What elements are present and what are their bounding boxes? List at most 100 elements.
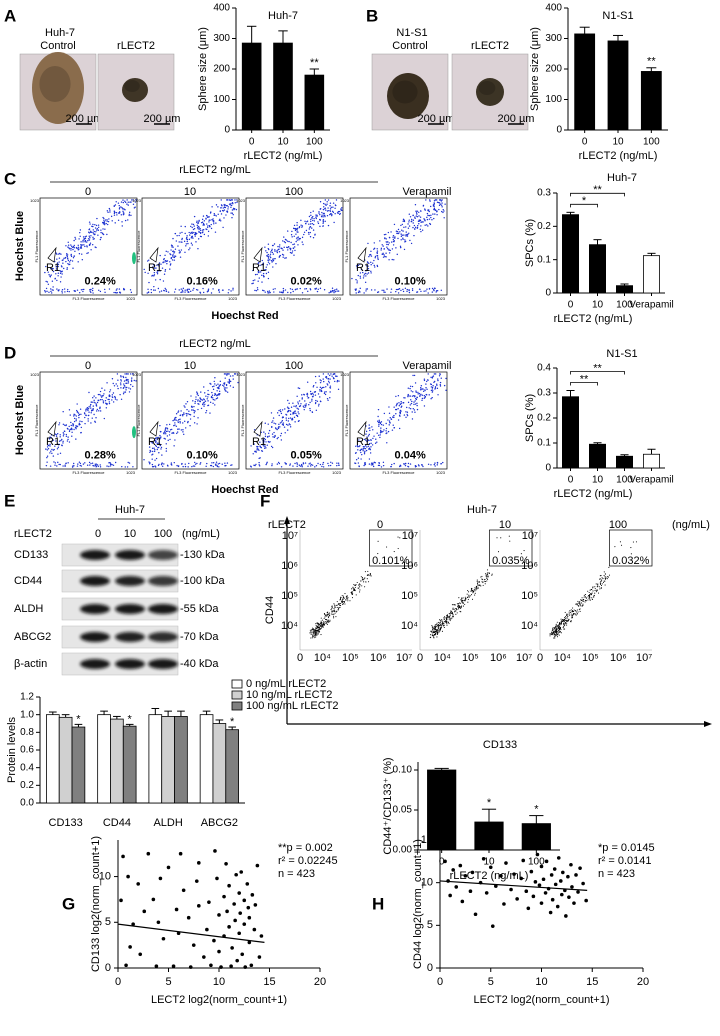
flow-event xyxy=(446,623,448,625)
flow-event xyxy=(434,373,437,375)
flow-event xyxy=(403,248,406,251)
flow-event xyxy=(351,591,353,593)
flow-event xyxy=(572,607,574,609)
flow-event xyxy=(87,408,89,410)
flow-event xyxy=(192,465,195,467)
scatter-point xyxy=(481,856,486,861)
flow-event xyxy=(278,462,281,465)
flow-event xyxy=(155,267,157,269)
flow-event xyxy=(569,610,571,612)
flow-event xyxy=(81,259,84,261)
flow-event xyxy=(236,199,238,201)
flow-event xyxy=(570,609,572,611)
flow-event xyxy=(428,218,431,220)
flow-event xyxy=(568,613,570,615)
flow-event xyxy=(256,273,258,276)
flow-event xyxy=(170,463,172,466)
flow-event xyxy=(410,218,413,221)
flow-event xyxy=(80,244,82,246)
flow-event xyxy=(175,240,178,242)
flow-event xyxy=(53,448,55,451)
flow-event xyxy=(297,401,299,403)
gate-label: R1 xyxy=(252,436,266,448)
flow-event xyxy=(427,463,430,465)
flow-event xyxy=(384,255,386,258)
flow-event xyxy=(59,436,61,438)
flow-event xyxy=(579,605,581,607)
flow-event xyxy=(597,583,599,585)
flow-event xyxy=(451,610,453,612)
flow-axis-max: 1023 xyxy=(228,470,238,475)
flow-event xyxy=(429,637,431,639)
flow-event xyxy=(153,275,155,277)
flow-event xyxy=(87,239,89,242)
flow-event xyxy=(391,429,394,431)
flow-event xyxy=(329,205,331,207)
flow-event xyxy=(362,446,365,448)
flow-event xyxy=(556,627,558,629)
flow-event xyxy=(409,216,412,218)
flow-event xyxy=(409,407,412,410)
flow-event xyxy=(471,588,473,590)
flow-event xyxy=(394,237,396,239)
flow-event xyxy=(400,224,402,227)
flow-event xyxy=(187,421,189,424)
flow-event xyxy=(571,616,573,618)
flow-event xyxy=(108,461,111,464)
flow-event xyxy=(393,259,395,261)
flow-event xyxy=(174,439,176,441)
flow-event xyxy=(82,463,85,465)
flow-event xyxy=(388,249,390,251)
flow-event xyxy=(183,405,185,407)
flow-event xyxy=(556,630,558,632)
flow-event xyxy=(127,373,129,375)
flow-event xyxy=(431,386,434,389)
flow-event xyxy=(164,431,166,434)
flow-event xyxy=(367,570,369,572)
flow-event xyxy=(165,288,167,291)
flow-event xyxy=(427,209,429,212)
scatter-point xyxy=(233,918,237,923)
y-tick-label: 300 xyxy=(213,33,230,44)
flow-event xyxy=(342,603,344,605)
flow-event xyxy=(337,609,339,611)
flow-event xyxy=(234,199,236,201)
x-tick-label: 0 xyxy=(568,300,574,311)
flow-event xyxy=(369,573,371,575)
flow-event xyxy=(176,235,178,237)
flow-event xyxy=(600,580,602,583)
gate-label: R1 xyxy=(46,436,60,448)
flow-event xyxy=(413,409,416,411)
bar xyxy=(148,714,163,804)
flow-event xyxy=(146,292,148,294)
flow-event xyxy=(486,576,488,578)
flow-event xyxy=(193,225,195,227)
flow-event xyxy=(579,610,581,612)
flow-event xyxy=(433,637,435,639)
flow-event xyxy=(179,422,181,424)
flow-event xyxy=(59,281,62,283)
flow-event xyxy=(282,256,284,258)
flow-event xyxy=(258,262,260,264)
flow-event xyxy=(297,237,299,239)
flow-event xyxy=(318,212,320,214)
gate-percent: 0.04% xyxy=(395,449,426,461)
flow-event xyxy=(356,445,359,447)
flow-event xyxy=(89,242,92,244)
flow-event xyxy=(476,588,478,590)
flow-event xyxy=(92,464,94,467)
flow-event xyxy=(365,430,368,433)
flow-event xyxy=(126,199,128,201)
flow-event xyxy=(438,630,440,632)
flow-event xyxy=(386,546,388,548)
flow-event xyxy=(121,207,123,209)
flow-event xyxy=(390,418,393,420)
flow-event xyxy=(209,464,212,467)
flow-event xyxy=(555,633,557,635)
scatter-point xyxy=(237,891,241,895)
flow-event xyxy=(430,389,433,392)
flow-event xyxy=(335,611,337,613)
flow-event xyxy=(79,408,82,410)
scatter-point xyxy=(549,873,554,877)
flow-event xyxy=(523,550,525,552)
